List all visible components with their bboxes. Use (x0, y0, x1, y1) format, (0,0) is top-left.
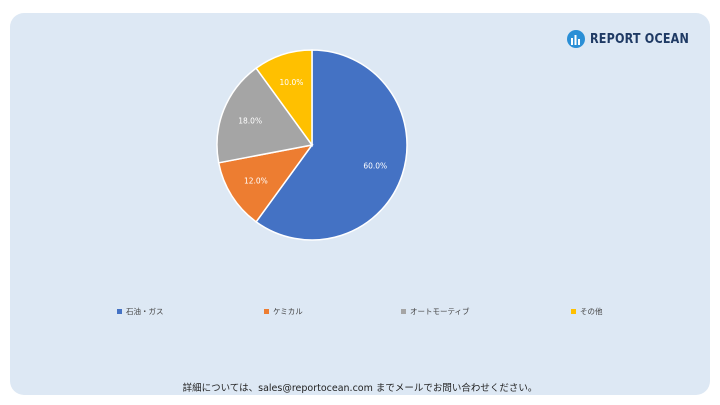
pie-slice-automotive (216, 67, 314, 164)
brand-name: REPORT OCEAN (590, 31, 689, 47)
pie-value-label: 60.0% (363, 162, 387, 171)
legend-swatch (571, 309, 576, 314)
legend-label: オートモーティブ (410, 307, 470, 316)
legend-item-automotive: オートモーティブ (401, 306, 470, 317)
legend-label: その他 (580, 307, 603, 316)
pie-slice-chemical (217, 143, 314, 223)
legend-label: ケミカル (273, 307, 303, 316)
legend-swatch (117, 309, 122, 314)
legend-item-chemical: ケミカル (264, 306, 303, 317)
chart-legend: 石油・ガス ケミカル オートモーティブ その他 (0, 306, 720, 320)
legend-swatch (401, 309, 406, 314)
pie-slice-other (255, 49, 313, 148)
pie-value-label: 18.0% (238, 117, 262, 126)
pie-slice-oil-gas (255, 49, 408, 241)
pie-value-label: 12.0% (244, 177, 268, 186)
brand-logo: REPORT OCEAN (566, 28, 705, 50)
legend-item-other: その他 (571, 306, 603, 317)
contact-footer: 詳細については、sales@reportocean.com までメールでお問い合… (182, 383, 538, 394)
bar-chart-logo-icon (567, 30, 585, 48)
pie-value-label: 10.0% (280, 78, 304, 87)
legend-swatch (264, 309, 269, 314)
legend-item-oil-gas: 石油・ガス (117, 306, 164, 317)
legend-label: 石油・ガス (126, 307, 164, 316)
